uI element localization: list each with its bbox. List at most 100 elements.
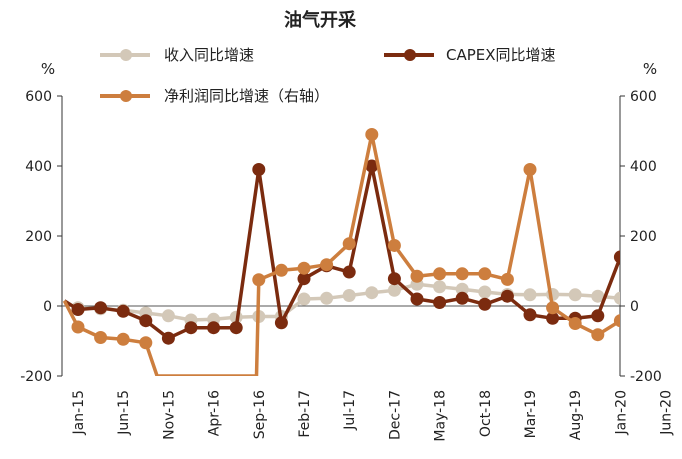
left-tick-label: 600 — [25, 89, 52, 105]
data-point — [546, 311, 560, 325]
data-point — [387, 238, 401, 252]
data-point — [455, 282, 469, 296]
data-point — [387, 283, 401, 297]
data-point — [297, 292, 311, 306]
left-tick-label: 400 — [25, 159, 52, 175]
x-tick-label: Feb-17 — [297, 390, 313, 438]
left-tick-label: 200 — [25, 229, 52, 245]
data-point — [659, 302, 672, 315]
legend-marker-revenue — [120, 49, 132, 61]
right-tick-label: 0 — [630, 299, 639, 315]
x-tick-label: Sep-16 — [252, 390, 268, 439]
right-tick-label: 200 — [630, 229, 657, 245]
left-tick-label: -200 — [20, 369, 52, 385]
data-point — [184, 321, 198, 335]
data-point — [500, 272, 514, 286]
data-point — [116, 304, 130, 318]
data-point — [365, 286, 379, 300]
series-1 — [63, 159, 620, 345]
data-point — [455, 267, 469, 281]
data-point — [523, 163, 537, 176]
x-tick-label: Nov-15 — [161, 390, 177, 440]
data-point — [387, 272, 401, 286]
legend-item-capex: CAPEX同比增速 — [384, 46, 556, 64]
data-point — [207, 321, 221, 335]
data-point — [161, 331, 175, 345]
data-point — [433, 280, 447, 294]
data-point — [139, 314, 153, 328]
x-tick-label: Mar-19 — [523, 390, 539, 438]
data-point — [116, 332, 130, 346]
x-axis-ticks: Jan-15 Jun-15 Nov-15 Apr-16 Sep-16 Feb-17 Jul-… — [71, 390, 675, 442]
data-point — [71, 320, 85, 334]
data-point — [252, 273, 266, 287]
data-point — [94, 301, 108, 315]
data-point — [297, 272, 311, 286]
left-axis-unit: % — [41, 60, 55, 78]
data-point — [478, 285, 492, 299]
data-point — [320, 258, 334, 272]
data-point — [252, 163, 266, 176]
data-point — [410, 269, 424, 283]
data-point — [365, 128, 379, 141]
data-point — [478, 267, 492, 281]
series-0 — [71, 277, 672, 327]
data-point — [342, 265, 356, 279]
legend-marker-profit — [120, 90, 132, 102]
legend-label-profit: 净利润同比增速（右轴） — [164, 87, 329, 105]
data-point — [410, 292, 424, 306]
series-layer — [62, 128, 672, 376]
data-point — [523, 288, 537, 302]
data-point — [274, 263, 288, 277]
data-point — [546, 301, 560, 315]
data-point — [500, 289, 514, 303]
data-point — [342, 289, 356, 302]
x-tick-label: May-18 — [433, 390, 449, 442]
legend-item-revenue: 收入同比增速 — [100, 46, 254, 64]
legend-item-profit: 净利润同比增速（右轴） — [100, 87, 329, 105]
data-point — [320, 291, 334, 305]
legend: 收入同比增速 CAPEX同比增速 净利润同比增速（右轴） — [100, 46, 556, 105]
x-tick-label: Oct-18 — [478, 390, 494, 437]
x-tick-label: Jan-15 — [71, 390, 87, 435]
x-tick-label: Jul-17 — [342, 390, 358, 431]
data-point — [71, 303, 85, 316]
x-tick-label: Apr-16 — [207, 390, 223, 436]
legend-label-revenue: 收入同比增速 — [164, 46, 254, 64]
left-axis-ticks: 600 400 200 0 -200 — [20, 89, 62, 385]
x-tick-label: Aug-19 — [568, 390, 584, 440]
data-point — [568, 288, 582, 302]
data-point — [523, 308, 537, 322]
data-point — [433, 296, 447, 309]
legend-marker-capex — [404, 49, 416, 61]
data-point — [478, 297, 492, 311]
data-point — [297, 261, 311, 275]
data-point — [274, 316, 288, 330]
data-point — [433, 267, 447, 281]
left-tick-label: 0 — [43, 299, 52, 315]
series-2 — [62, 128, 620, 376]
data-point — [591, 289, 605, 303]
data-point — [591, 309, 605, 323]
data-point — [613, 250, 620, 264]
data-point — [568, 317, 582, 330]
data-point — [613, 291, 620, 305]
x-tick-label: Jun-20 — [659, 390, 675, 436]
right-axis-ticks: 600 400 200 0 -200 — [620, 89, 662, 385]
right-tick-label: 600 — [630, 89, 657, 105]
right-axis-unit: % — [643, 60, 657, 78]
x-tick-label: Jun-15 — [116, 390, 132, 436]
x-tick-label: Dec-17 — [387, 390, 403, 440]
right-tick-label: -200 — [630, 369, 662, 385]
data-point — [365, 159, 379, 173]
data-point — [591, 328, 605, 342]
data-point — [139, 336, 153, 350]
data-point — [342, 237, 356, 251]
chart-title: 油气开采 — [284, 9, 357, 31]
x-tick-label: Jan-20 — [613, 390, 629, 435]
legend-label-capex: CAPEX同比增速 — [446, 46, 556, 64]
data-point — [229, 321, 243, 335]
right-tick-label: 400 — [630, 159, 657, 175]
data-point — [94, 331, 108, 344]
